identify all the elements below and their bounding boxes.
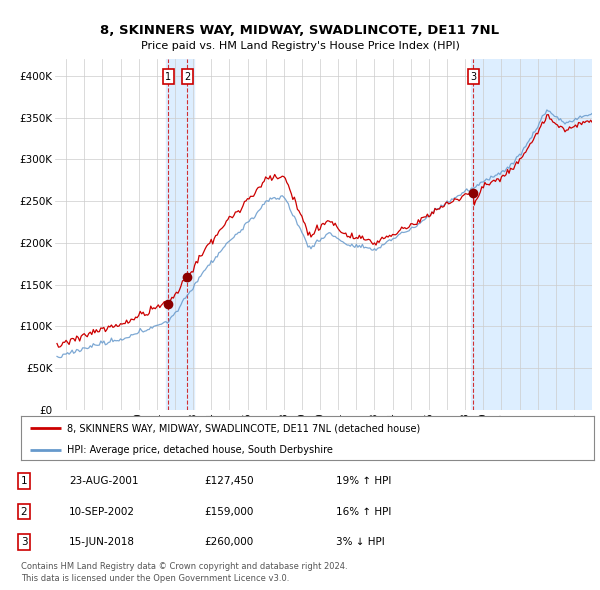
Text: 2: 2 xyxy=(20,507,28,516)
Text: Price paid vs. HM Land Registry's House Price Index (HPI): Price paid vs. HM Land Registry's House … xyxy=(140,41,460,51)
Text: 2: 2 xyxy=(184,71,191,81)
Bar xyxy=(166,59,194,410)
Text: 8, SKINNERS WAY, MIDWAY, SWADLINCOTE, DE11 7NL (detached house): 8, SKINNERS WAY, MIDWAY, SWADLINCOTE, DE… xyxy=(67,424,420,433)
Text: HPI: Average price, detached house, South Derbyshire: HPI: Average price, detached house, Sout… xyxy=(67,445,333,455)
Text: 10-SEP-2002: 10-SEP-2002 xyxy=(69,507,135,516)
Text: 3% ↓ HPI: 3% ↓ HPI xyxy=(336,537,385,547)
Text: 19% ↑ HPI: 19% ↑ HPI xyxy=(336,476,391,486)
Text: 1: 1 xyxy=(20,476,28,486)
Text: 1: 1 xyxy=(166,71,172,81)
Text: 16% ↑ HPI: 16% ↑ HPI xyxy=(336,507,391,516)
Text: £159,000: £159,000 xyxy=(204,507,253,516)
Text: £260,000: £260,000 xyxy=(204,537,253,547)
Text: 23-AUG-2001: 23-AUG-2001 xyxy=(69,476,139,486)
Bar xyxy=(470,59,600,410)
Text: £127,450: £127,450 xyxy=(204,476,254,486)
Text: Contains HM Land Registry data © Crown copyright and database right 2024.: Contains HM Land Registry data © Crown c… xyxy=(21,562,347,571)
Text: This data is licensed under the Open Government Licence v3.0.: This data is licensed under the Open Gov… xyxy=(21,574,289,583)
Text: 15-JUN-2018: 15-JUN-2018 xyxy=(69,537,135,547)
Text: 3: 3 xyxy=(470,71,476,81)
Text: 3: 3 xyxy=(20,537,28,547)
Text: 8, SKINNERS WAY, MIDWAY, SWADLINCOTE, DE11 7NL: 8, SKINNERS WAY, MIDWAY, SWADLINCOTE, DE… xyxy=(100,24,500,37)
